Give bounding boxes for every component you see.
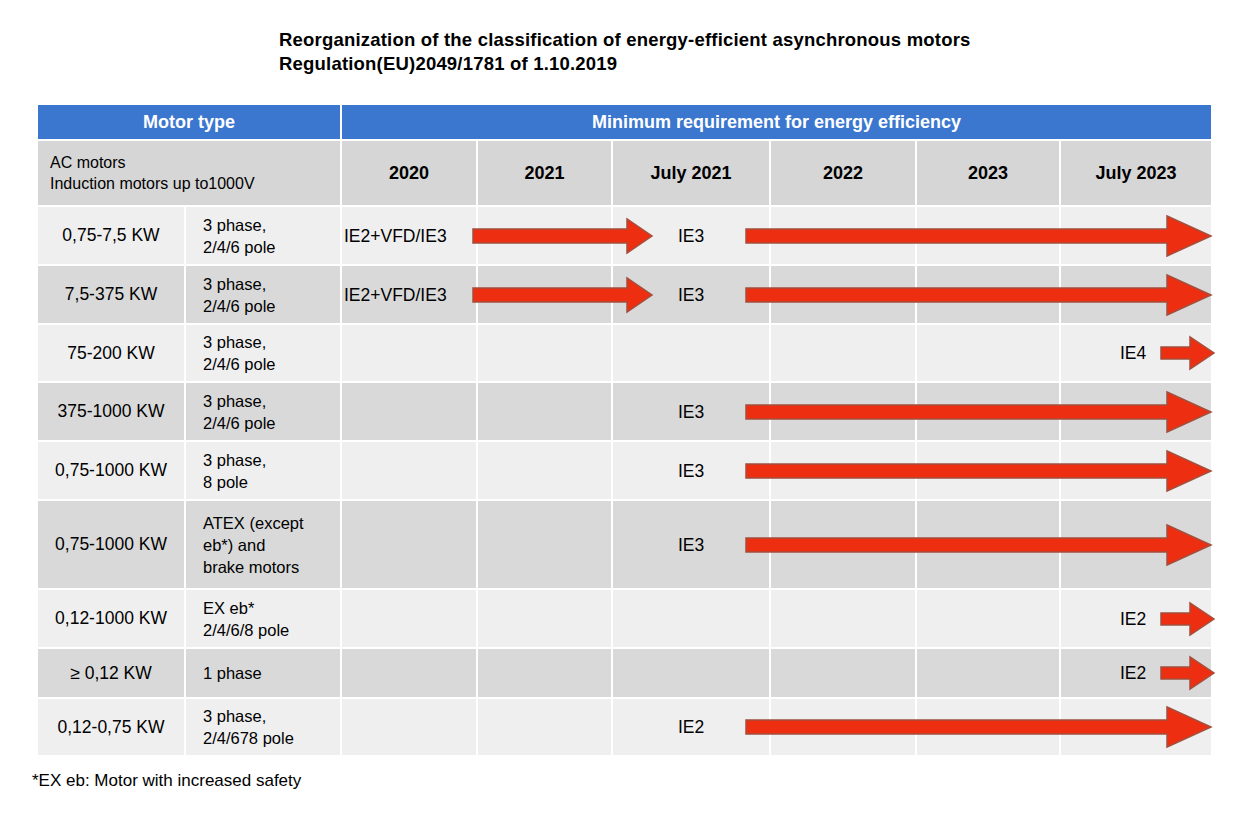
timeline-cell: IE2+VFD/IE3 IE3 xyxy=(342,207,1211,264)
right-arrow-icon xyxy=(745,706,1213,748)
subheader-ac-motors: AC motors Induction motors up to1000V xyxy=(38,141,340,205)
timeline-cell: IE2+VFD/IE3 IE3 xyxy=(342,266,1211,323)
power-cell: 0,75-7,5 KW xyxy=(38,207,184,264)
timeline-label: IE3 xyxy=(678,225,704,246)
power-cell: 375-1000 KW xyxy=(38,383,184,440)
header-motor-type: Motor type xyxy=(38,105,340,139)
timeline-cell: IE2 xyxy=(342,649,1211,697)
right-arrow-icon xyxy=(745,274,1213,316)
timeline-label: IE3 xyxy=(678,284,704,305)
power-cell: 7,5-375 KW xyxy=(38,266,184,323)
title-line-2: Regulation(EU)2049/1781 of 1.10.2019 xyxy=(279,52,971,76)
year-header-july-2021: July 2021 xyxy=(613,141,769,205)
timeline-label: IE2+VFD/IE3 xyxy=(344,284,447,305)
right-arrow-icon xyxy=(745,524,1213,566)
timeline-cell: IE3 xyxy=(342,442,1211,499)
motor-classification-table: Motor type Minimum requirement for energ… xyxy=(38,105,1211,755)
year-header-july-2023: July 2023 xyxy=(1061,141,1211,205)
footnote: *EX eb: Motor with increased safety xyxy=(32,771,301,791)
type-cell: ATEX (except eb*) and brake motors xyxy=(186,501,340,588)
power-cell: 75-200 KW xyxy=(38,325,184,381)
timeline-label: IE3 xyxy=(678,460,704,481)
type-cell: 3 phase, 2/4/678 pole xyxy=(186,699,340,755)
timeline-label: IE2 xyxy=(678,717,704,738)
right-arrow-icon xyxy=(472,277,654,313)
right-arrow-icon xyxy=(1160,602,1216,636)
right-arrow-icon xyxy=(1160,656,1216,690)
timeline-cell: IE4 xyxy=(342,325,1211,381)
type-cell: 3 phase, 8 pole xyxy=(186,442,340,499)
timeline-label: IE3 xyxy=(678,401,704,422)
timeline-cell: IE2 xyxy=(342,590,1211,647)
right-arrow-icon xyxy=(472,218,654,254)
timeline-cell: IE2 xyxy=(342,699,1211,755)
power-cell: 0,12-0,75 KW xyxy=(38,699,184,755)
timeline-label: IE3 xyxy=(678,534,704,555)
right-arrow-icon xyxy=(745,391,1213,433)
timeline-grid-bands xyxy=(342,590,1211,647)
header-min-requirement: Minimum requirement for energy efficienc… xyxy=(342,105,1211,139)
right-arrow-icon xyxy=(745,215,1213,257)
year-header-2021: 2021 xyxy=(478,141,611,205)
page-title: Reorganization of the classification of … xyxy=(279,28,971,76)
timeline-cell: IE3 xyxy=(342,383,1211,440)
timeline-label: IE2+VFD/IE3 xyxy=(344,225,447,246)
power-cell: ≥ 0,12 KW xyxy=(38,649,184,697)
power-cell: 0,12-1000 KW xyxy=(38,590,184,647)
power-cell: 0,75-1000 KW xyxy=(38,501,184,588)
timeline-label: IE2 xyxy=(1120,608,1146,629)
power-cell: 0,75-1000 KW xyxy=(38,442,184,499)
type-cell: 3 phase, 2/4/6 pole xyxy=(186,207,340,264)
timeline-cell: IE3 xyxy=(342,501,1211,588)
type-cell: 3 phase, 2/4/6 pole xyxy=(186,383,340,440)
year-header-2023: 2023 xyxy=(917,141,1059,205)
type-cell: 1 phase xyxy=(186,649,340,697)
year-header-2022: 2022 xyxy=(771,141,915,205)
type-cell: 3 phase, 2/4/6 pole xyxy=(186,325,340,381)
year-header-2020: 2020 xyxy=(342,141,476,205)
timeline-grid-bands xyxy=(342,325,1211,381)
right-arrow-icon xyxy=(1160,336,1216,370)
timeline-label: IE4 xyxy=(1120,343,1146,364)
type-cell: 3 phase, 2/4/6 pole xyxy=(186,266,340,323)
timeline-label: IE2 xyxy=(1120,663,1146,684)
title-line-1: Reorganization of the classification of … xyxy=(279,28,971,52)
right-arrow-icon xyxy=(745,450,1213,492)
type-cell: EX eb* 2/4/6/8 pole xyxy=(186,590,340,647)
timeline-grid-bands xyxy=(342,649,1211,697)
